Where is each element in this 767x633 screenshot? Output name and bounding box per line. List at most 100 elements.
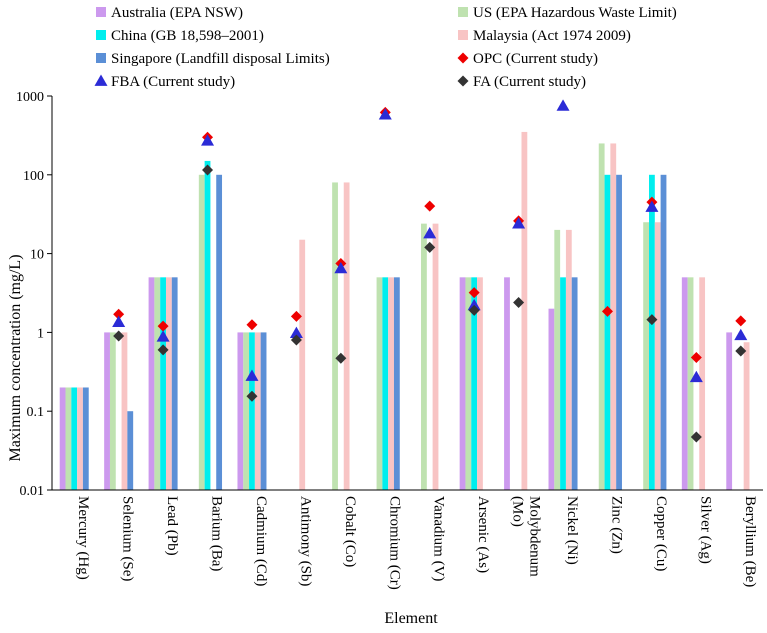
marker-fa-current-study-copper-cu bbox=[646, 314, 658, 326]
bar-australia-epa-nsw-silver-ag bbox=[681, 277, 688, 490]
marker-fa-current-study-vanadium-v bbox=[424, 241, 436, 253]
marker-fba-current-study-barium-ba bbox=[201, 134, 215, 146]
x-tick-label: Mercury (Hg) bbox=[75, 496, 91, 580]
bar-china-gb-18-598-2001-zinc-zn bbox=[604, 174, 611, 491]
bar-china-gb-18-598-2001-mercury-hg bbox=[71, 387, 78, 490]
marker-fa-current-study-barium-ba bbox=[202, 164, 214, 176]
bar-malaysia-act-1974-2009-molybdenum-mo bbox=[521, 131, 528, 490]
x-tick-label: Lead (Pb) bbox=[164, 496, 180, 556]
legend-swatch bbox=[458, 7, 468, 17]
bar-malaysia-act-1974-2009-copper-cu bbox=[654, 222, 661, 491]
legend-label: Malaysia (Act 1974 2009) bbox=[473, 28, 631, 44]
bar-china-gb-18-598-2001-lead-pb bbox=[160, 277, 166, 490]
legend-item-opc-current-study: OPC (Current study) bbox=[457, 51, 598, 67]
bar-china-gb-18-598-2001-cadmium-cd bbox=[249, 332, 255, 490]
x-tick-label: Chromium (Cr) bbox=[386, 496, 402, 590]
bar-malaysia-act-1974-2009-antimony-sb bbox=[299, 239, 306, 490]
y-tick-label: 0.01 bbox=[20, 484, 45, 499]
bar-china-gb-18-598-2001-nickel-ni bbox=[560, 277, 566, 490]
x-tick-label: Barium (Ba) bbox=[209, 496, 225, 571]
bar-us-epa-hazardous-waste-limit-nickel-ni bbox=[554, 229, 561, 490]
marker-opc-current-study-silver-ag bbox=[690, 352, 702, 364]
bar-malaysia-act-1974-2009-cobalt-co bbox=[343, 182, 350, 490]
marker-fba-current-study-copper-cu bbox=[645, 200, 659, 212]
marker-fa-current-study-beryllium-be bbox=[735, 345, 747, 357]
legend-label: US (EPA Hazardous Waste Limit) bbox=[473, 5, 677, 21]
legend-item-fba-current-study: FBA (Current study) bbox=[94, 74, 235, 90]
bar-us-epa-hazardous-waste-limit-selenium-se bbox=[109, 332, 116, 490]
marker-fa-current-study-selenium-se bbox=[113, 330, 125, 342]
legend: Australia (EPA NSW) US (EPA Hazardous Was… bbox=[94, 5, 677, 90]
bar-singapore-landfill-disposal-limits-chromium-cr bbox=[393, 277, 400, 490]
marker-fa-current-study-molybdenum-mo bbox=[513, 296, 525, 308]
axes: 0.01 0.1 1 10 100 1000 Mercury (Hg) Selenium (S… bbox=[16, 90, 763, 590]
marker-fba-current-study-cadmium-cd bbox=[245, 369, 259, 381]
x-tick-label: Cobalt (Co) bbox=[342, 496, 358, 567]
y-tick-label: 1000 bbox=[16, 90, 44, 105]
marker-opc-current-study-selenium-se bbox=[113, 308, 125, 320]
x-tick-label: Nickel (Ni) bbox=[564, 496, 580, 565]
legend-item-us-epa-hazardous-waste-limit: US (EPA Hazardous Waste Limit) bbox=[458, 5, 677, 21]
marker-opc-current-study-cadmium-cd bbox=[246, 319, 258, 331]
bar-us-epa-hazardous-waste-limit-barium-ba bbox=[198, 174, 205, 491]
y-tick-label: 10 bbox=[30, 248, 44, 263]
bar-malaysia-act-1974-2009-beryllium-be bbox=[743, 342, 750, 490]
bar-china-gb-18-598-2001-chromium-cr bbox=[382, 277, 389, 490]
legend-label: China (GB 18,598–2001) bbox=[111, 28, 264, 44]
legend-item-fa-current-study: FA (Current study) bbox=[457, 74, 586, 90]
x-tick-label: Copper (Cu) bbox=[653, 496, 669, 571]
legend-label: FBA (Current study) bbox=[111, 74, 235, 90]
marker-fba-current-study-selenium-se bbox=[112, 315, 126, 328]
marker-opc-current-study-vanadium-v bbox=[424, 200, 436, 212]
marker-opc-current-study-beryllium-be bbox=[735, 315, 747, 327]
bar-australia-epa-nsw-arsenic-as bbox=[459, 277, 466, 490]
bar-australia-epa-nsw-beryllium-be bbox=[726, 332, 733, 490]
bar-malaysia-act-1974-2009-lead-pb bbox=[165, 277, 172, 490]
bar-us-epa-hazardous-waste-limit-zinc-zn bbox=[598, 143, 605, 490]
bar-malaysia-act-1974-2009-vanadium-v bbox=[432, 223, 439, 490]
bar-us-epa-hazardous-waste-limit-silver-ag bbox=[687, 277, 694, 490]
marker-opc-current-study-arsenic-as bbox=[468, 287, 480, 299]
y-tick-label: 0.1 bbox=[27, 405, 45, 420]
marker-fa-current-study-cobalt-co bbox=[335, 352, 347, 364]
bar-malaysia-act-1974-2009-silver-ag bbox=[699, 277, 706, 490]
marker-fa-current-study-lead-pb bbox=[157, 344, 169, 356]
bar-malaysia-act-1974-2009-nickel-ni bbox=[565, 229, 572, 490]
y-axis-title: Maximum concentration (mg/L) bbox=[7, 254, 24, 461]
bar-singapore-landfill-disposal-limits-barium-ba bbox=[216, 174, 223, 491]
bar-malaysia-act-1974-2009-selenium-se bbox=[121, 332, 128, 490]
x-tick-label: Vanadium (V) bbox=[431, 496, 447, 581]
bar-us-epa-hazardous-waste-limit-lead-pb bbox=[154, 277, 161, 490]
marker-opc-current-study-zinc-zn bbox=[601, 305, 613, 317]
x-tick-label: Cadmium (Cd) bbox=[253, 496, 269, 586]
marker-fba-current-study-arsenic-as bbox=[467, 298, 481, 311]
legend-label: FA (Current study) bbox=[473, 74, 586, 90]
legend-item-china-gb-18-598-2001: China (GB 18,598–2001) bbox=[96, 28, 264, 44]
bar-us-epa-hazardous-waste-limit-vanadium-v bbox=[421, 223, 427, 490]
markers-layer bbox=[112, 99, 748, 443]
bar-singapore-landfill-disposal-limits-lead-pb bbox=[171, 277, 178, 490]
marker-fba-current-study-antimony-sb bbox=[289, 326, 303, 338]
marker-fa-current-study-silver-ag bbox=[690, 431, 702, 443]
legend-swatch bbox=[94, 74, 108, 86]
bar-australia-epa-nsw-cadmium-cd bbox=[237, 332, 244, 490]
x-tick-label: Molybdenum(Mo) bbox=[510, 496, 543, 577]
bar-singapore-landfill-disposal-limits-copper-cu bbox=[660, 174, 667, 491]
legend-swatch bbox=[458, 30, 468, 40]
marker-opc-current-study-antimony-sb bbox=[290, 310, 302, 322]
x-tick-label: Beryllium (Be) bbox=[742, 496, 758, 587]
legend-swatch bbox=[96, 30, 106, 40]
marker-fba-current-study-silver-ag bbox=[689, 370, 703, 383]
legend-swatch bbox=[96, 7, 106, 17]
x-tick-label: Silver (Ag) bbox=[697, 496, 713, 564]
y-tick-label: 100 bbox=[23, 169, 44, 184]
marker-fa-current-study-cadmium-cd bbox=[246, 390, 258, 402]
bars-layer bbox=[59, 131, 750, 491]
legend-label: OPC (Current study) bbox=[473, 51, 598, 67]
bar-malaysia-act-1974-2009-zinc-zn bbox=[610, 143, 617, 490]
bar-singapore-landfill-disposal-limits-mercury-hg bbox=[82, 387, 89, 490]
marker-fba-current-study-vanadium-v bbox=[423, 226, 437, 239]
marker-fba-current-study-beryllium-be bbox=[734, 328, 748, 341]
